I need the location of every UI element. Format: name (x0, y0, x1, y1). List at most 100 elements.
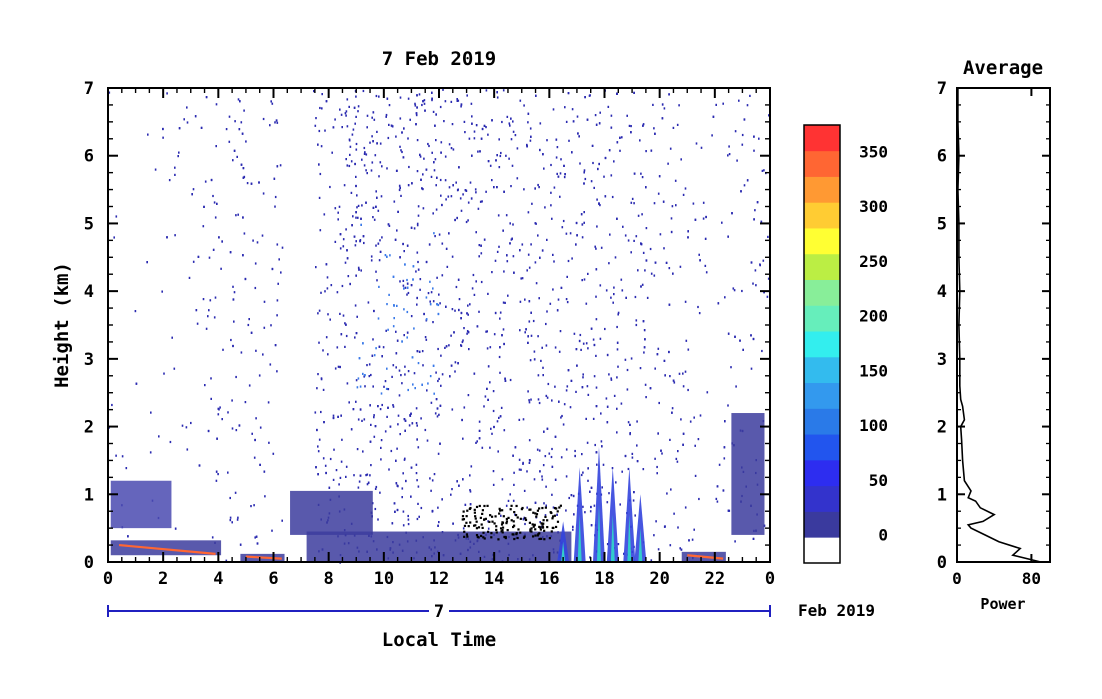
heatmap-speckle (566, 301, 569, 304)
heatmap-speckle (491, 432, 493, 435)
heatmap-speckle (392, 405, 395, 408)
heatmap-speckle (360, 223, 362, 226)
heatmap-speckle (767, 277, 770, 280)
heatmap-speckle (317, 143, 319, 146)
heatmap-y-tick-label: 3 (84, 350, 94, 370)
heatmap-speckle (752, 537, 755, 540)
heatmap-speckle (416, 303, 418, 306)
heatmap-speckle (496, 250, 499, 253)
heatmap-speckle (432, 364, 435, 367)
heatmap-speckle (400, 149, 402, 152)
heatmap-speckle (329, 318, 331, 321)
heatmap-speckle (581, 236, 584, 239)
cloud-base-dot (510, 504, 513, 507)
heatmap-speckle (485, 126, 487, 129)
heatmap-speckle (350, 428, 353, 431)
heatmap-speckle (483, 124, 486, 127)
heatmap-speckle (509, 222, 511, 225)
heatmap-speckle (239, 100, 241, 103)
heatmap-speckle (487, 398, 489, 401)
heatmap-speckle (255, 417, 257, 420)
heatmap-speckle (467, 331, 470, 334)
heatmap-speckle (276, 314, 278, 317)
heatmap-speckle (345, 110, 348, 113)
heatmap-speckle (429, 375, 432, 378)
heatmap-speckle (460, 344, 462, 347)
heatmap-speckle (462, 339, 464, 342)
heatmap-speckle (372, 216, 374, 219)
heatmap-speckle (448, 186, 451, 189)
heatmap-speckle (333, 448, 335, 451)
heatmap-speckle (391, 375, 393, 378)
heatmap-speckle (535, 94, 537, 97)
heatmap-speckle (512, 130, 515, 133)
heatmap-speckle (403, 334, 405, 337)
heatmap-speckle (339, 233, 342, 236)
heatmap-speckle (522, 461, 524, 464)
heatmap-speckle (214, 296, 217, 299)
cloud-base-dot (513, 537, 516, 541)
heatmap-speckle (422, 100, 424, 103)
heatmap-speckle (356, 448, 359, 451)
cloud-base-dot (507, 516, 510, 519)
cloud-base-dot (519, 517, 522, 520)
heatmap-speckle (111, 403, 113, 407)
heatmap-speckle (475, 441, 477, 444)
heatmap-speckle (539, 521, 541, 524)
heatmap-speckle (662, 200, 665, 203)
heatmap-speckle (580, 348, 582, 351)
heatmap-speckle (503, 342, 505, 346)
heatmap-speckle (601, 445, 603, 448)
heatmap-speckle (546, 238, 548, 241)
heatmap-speckle (746, 179, 749, 182)
heatmap-speckle (671, 407, 674, 410)
heatmap-speckle (604, 156, 607, 160)
heatmap-plume (557, 521, 570, 562)
heatmap-speckle (540, 525, 543, 528)
heatmap-speckle (276, 299, 279, 302)
heatmap-x-tick-label: 8 (324, 569, 334, 589)
heatmap-speckle (723, 446, 726, 449)
heatmap-speckle (146, 261, 148, 264)
heatmap-speckle (711, 134, 713, 137)
heatmap-speckle (611, 467, 614, 470)
heatmap-speckle (653, 202, 656, 205)
heatmap-speckle (520, 277, 522, 280)
heatmap-speckle (522, 418, 525, 421)
heatmap-speckle (360, 269, 362, 272)
heatmap-speckle (595, 405, 598, 408)
heatmap-speckle (432, 300, 435, 303)
heatmap-speckle (401, 496, 403, 499)
heatmap-speckle (608, 149, 611, 152)
heatmap-speckle (174, 234, 176, 237)
heatmap-speckle (339, 247, 342, 250)
heatmap-speckle (355, 95, 357, 98)
heatmap-speckle (664, 374, 666, 377)
heatmap-speckle (346, 98, 349, 101)
heatmap-speckle (682, 372, 684, 375)
heatmap-speckle (499, 154, 502, 158)
heatmap-speckle (750, 334, 752, 337)
heatmap-speckle (359, 240, 361, 243)
heatmap-speckle (529, 127, 532, 130)
heatmap-speckle (254, 438, 256, 442)
heatmap-speckle (483, 405, 485, 408)
heatmap-speckle (350, 191, 353, 194)
heatmap-speckle (355, 274, 357, 277)
cloud-base-dot (514, 513, 518, 517)
heatmap-speckle (444, 179, 447, 182)
heatmap-speckle (616, 431, 618, 434)
heatmap-speckle (108, 91, 111, 94)
heatmap-speckle (562, 219, 565, 223)
heatmap-speckle (496, 186, 498, 189)
heatmap-speckle (630, 125, 632, 128)
heatmap-speckle (215, 103, 218, 106)
heatmap-speckle (561, 414, 563, 418)
heatmap-speckle (332, 478, 335, 481)
heatmap-speckle (727, 404, 729, 407)
heatmap-speckle (480, 244, 482, 247)
heatmap-speckle (513, 471, 515, 474)
heatmap-speckle (154, 168, 157, 171)
heatmap-speckle (349, 153, 351, 156)
heatmap-speckle (621, 289, 624, 292)
